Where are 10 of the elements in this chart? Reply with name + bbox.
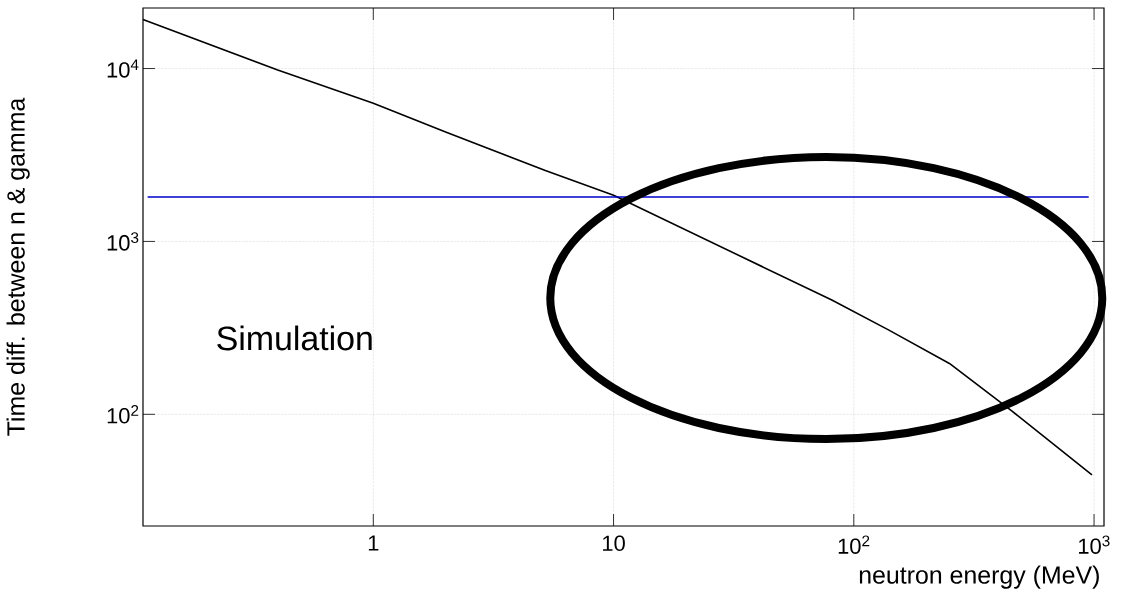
x-tick-label: 10$^{2}$ [838, 535, 870, 554]
y-tick-label: 10$^{2}$ [107, 405, 139, 424]
y-axis-title: Time diff. between n & gamma [6, 97, 30, 436]
y-tick-label: 10$^{4}$ [107, 59, 139, 78]
x-axis-title: neutron energy (MeV) [859, 565, 1099, 589]
x-tick-label: 10$^{3}$ [1079, 535, 1110, 554]
x-tick-label: 10 [603, 535, 625, 552]
x-tick-label: 1 [368, 535, 379, 551]
annotation: Simulation [217, 325, 372, 351]
y-tick-label: 10$^{3}$ [107, 232, 139, 251]
